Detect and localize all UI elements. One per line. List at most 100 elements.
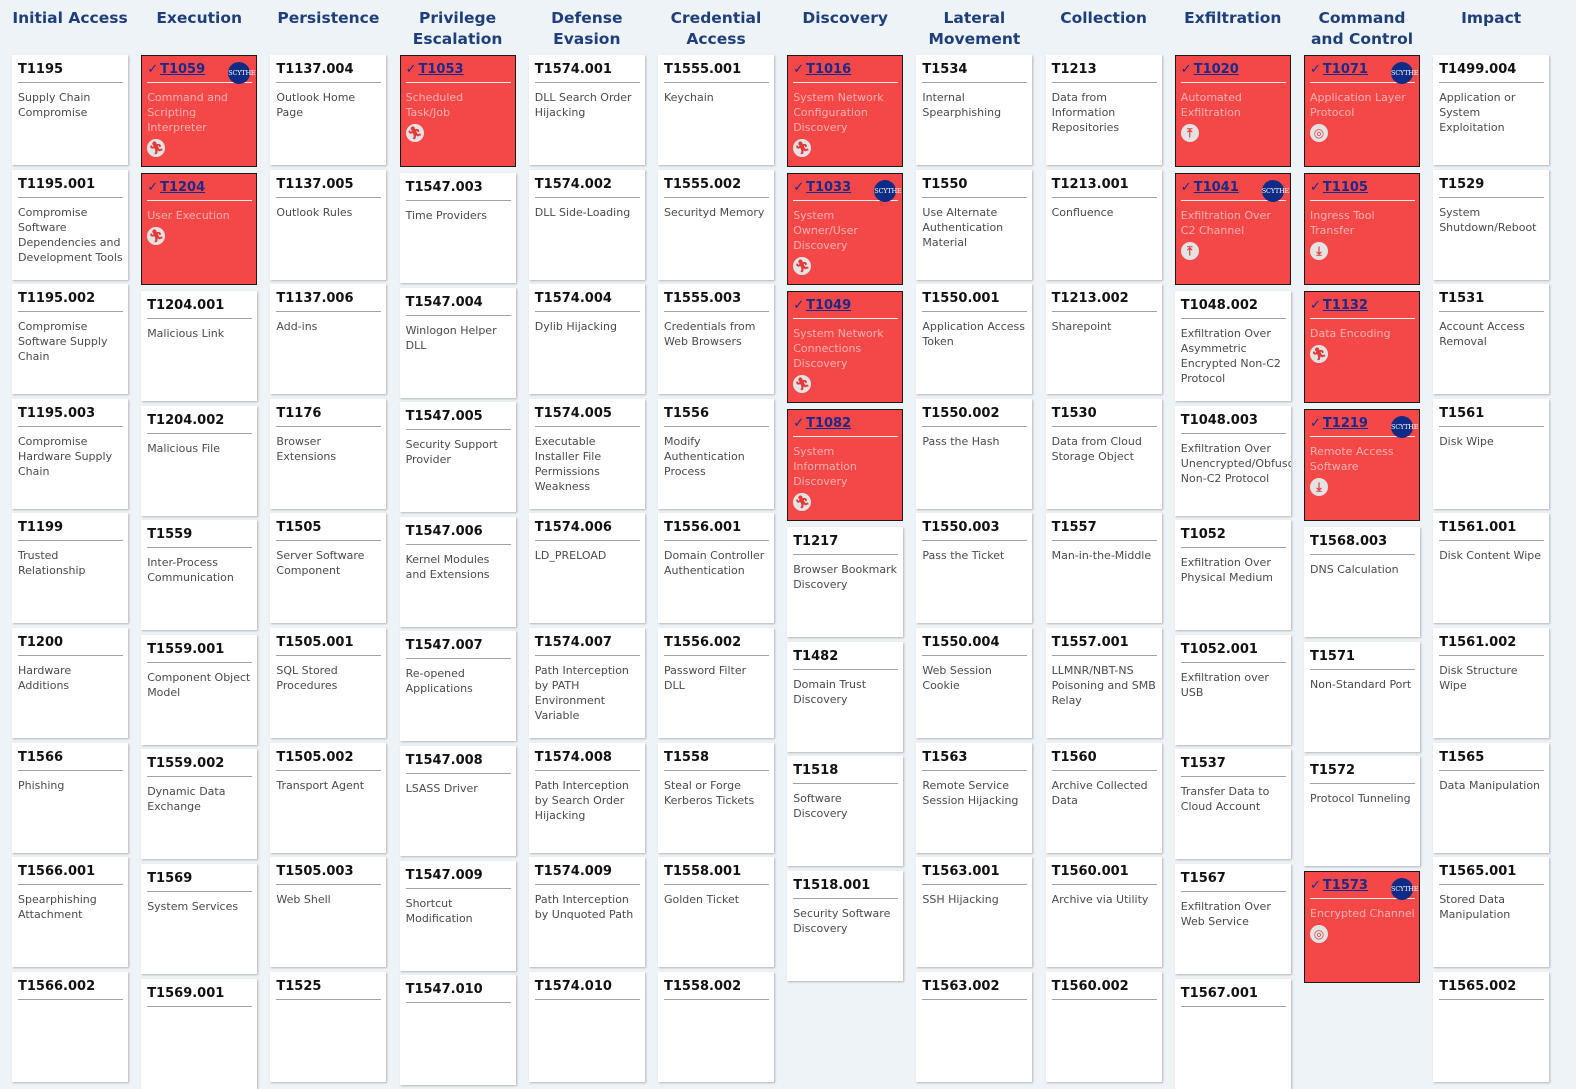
technique-card-t1555-001[interactable]: T1555.001 Keychain (658, 55, 774, 165)
technique-card-t1048-003[interactable]: T1048.003 Exfiltration Over Unencrypted/O… (1174, 405, 1291, 516)
technique-card-t1505[interactable]: T1505 Server Software Component (270, 513, 387, 624)
technique-card-t1195[interactable]: T1195 Supply Chain Compromise (12, 55, 128, 165)
technique-card-t1137-005[interactable]: T1137.005 Outlook Rules (270, 169, 387, 280)
technique-card-t1016[interactable]: ✓ T1016 System Network Configuration Disco… (787, 55, 904, 167)
technique-card-t1518[interactable]: T1518 Software Discovery (787, 756, 904, 867)
technique-card-t1574-005[interactable]: T1574.005 Executable Installer File Permi… (528, 398, 645, 509)
technique-id[interactable]: ✓ T1071 (1310, 61, 1415, 78)
technique-card-t1560-002[interactable]: T1560.002 (1045, 971, 1162, 1082)
technique-card-t1041[interactable]: ✓ T1041 Exfiltration Over C2 Channel ⤒ SCYTH… (1174, 173, 1291, 285)
technique-card-t1565-001[interactable]: T1565.001 Stored Data Manipulation (1433, 857, 1550, 968)
technique-card-t1052[interactable]: T1052 Exfiltration Over Physical Medium (1174, 520, 1291, 631)
technique-id[interactable]: ✓ T1016 (793, 61, 898, 78)
technique-card-t1518-001[interactable]: T1518.001 Security Software Discovery (787, 870, 904, 981)
technique-card-t1482[interactable]: T1482 Domain Trust Discovery (787, 641, 904, 752)
technique-card-t1537[interactable]: T1537 Transfer Data to Cloud Account (1174, 749, 1291, 860)
technique-card-t1534[interactable]: T1534 Internal Spearphishing (916, 55, 1033, 165)
technique-card-t1204-002[interactable]: T1204.002 Malicious File (141, 405, 258, 516)
technique-card-t1547-004[interactable]: T1547.004 Winlogon Helper DLL (399, 287, 516, 398)
technique-card-t1547-005[interactable]: T1547.005 Security Support Provider (399, 402, 516, 513)
technique-card-t1505-003[interactable]: T1505.003 Web Shell (270, 857, 387, 968)
technique-card-t1559-001[interactable]: T1559.001 Component Object Model (141, 634, 258, 745)
technique-card-t1574-007[interactable]: T1574.007 Path Interception by PATH Envir… (528, 628, 645, 738)
technique-card-t1555-003[interactable]: T1555.003 Credentials from Web Browsers (658, 284, 774, 395)
technique-id[interactable]: ✓ T1049 (793, 297, 898, 314)
technique-card-t1560[interactable]: T1560 Archive Collected Data (1045, 742, 1162, 853)
technique-card-t1567-001[interactable]: T1567.001 (1174, 978, 1291, 1089)
technique-card-t1574-004[interactable]: T1574.004 Dylib Hijacking (528, 284, 645, 395)
technique-card-t1571[interactable]: T1571 Non-Standard Port (1304, 641, 1420, 752)
technique-card-t1195-001[interactable]: T1195.001 Compromise Software Dependencie… (12, 169, 128, 280)
technique-card-t1556-001[interactable]: T1556.001 Domain Controller Authenticatio… (658, 513, 774, 624)
technique-card-t1082[interactable]: ✓ T1082 System Information Discovery 🏃︎ (787, 409, 904, 521)
technique-card-t1505-001[interactable]: T1505.001 SQL Stored Procedures (270, 628, 387, 738)
technique-card-t1213-002[interactable]: T1213.002 Sharepoint (1045, 284, 1162, 395)
technique-card-t1566[interactable]: T1566 Phishing (12, 742, 128, 853)
technique-id[interactable]: ✓ T1053 (406, 61, 511, 78)
technique-id[interactable]: ✓ T1033 (793, 179, 898, 196)
technique-card-t1574-009[interactable]: T1574.009 Path Interception by Unquoted P… (528, 857, 645, 968)
technique-card-t1556[interactable]: T1556 Modify Authentication Process (658, 398, 774, 509)
technique-card-t1559[interactable]: T1559 Inter-Process Communication (141, 520, 258, 631)
technique-card-t1505-002[interactable]: T1505.002 Transport Agent (270, 742, 387, 853)
technique-card-t1217[interactable]: T1217 Browser Bookmark Discovery (787, 527, 904, 637)
technique-card-t1547-008[interactable]: T1547.008 LSASS Driver (399, 746, 516, 856)
technique-card-t1550-003[interactable]: T1550.003 Pass the Ticket (916, 513, 1033, 624)
technique-card-t1547-009[interactable]: T1547.009 Shortcut Modification (399, 860, 516, 971)
technique-card-t1567[interactable]: T1567 Exfiltration Over Web Service (1174, 864, 1291, 974)
technique-id[interactable]: ✓ T1059 (147, 61, 252, 78)
technique-card-t1561-001[interactable]: T1561.001 Disk Content Wipe (1433, 513, 1550, 624)
technique-id[interactable]: ✓ T1132 (1310, 297, 1415, 314)
technique-card-t1550-004[interactable]: T1550.004 Web Session Cookie (916, 628, 1033, 738)
technique-card-t1550-002[interactable]: T1550.002 Pass the Hash (916, 398, 1033, 509)
technique-card-t1525[interactable]: T1525 (270, 971, 387, 1082)
technique-card-t1566-001[interactable]: T1566.001 Spearphishing Attachment (12, 857, 128, 968)
technique-card-t1558-001[interactable]: T1558.001 Golden Ticket (658, 857, 774, 968)
technique-card-t1053[interactable]: ✓ T1053 Scheduled Task/Job 🏃︎ (399, 55, 516, 167)
technique-card-t1052-001[interactable]: T1052.001 Exfiltration over USB (1174, 634, 1291, 745)
technique-card-t1048-002[interactable]: T1048.002 Exfiltration Over Asymmetric En… (1174, 291, 1291, 401)
technique-card-t1565-002[interactable]: T1565.002 (1433, 971, 1550, 1082)
technique-card-t1563-001[interactable]: T1563.001 SSH Hijacking (916, 857, 1033, 968)
technique-card-t1561-002[interactable]: T1561.002 Disk Structure Wipe (1433, 628, 1550, 738)
technique-card-t1204[interactable]: ✓ T1204 User Execution 🏃︎ (141, 173, 258, 285)
technique-card-t1574-006[interactable]: T1574.006 LD_PRELOAD (528, 513, 645, 624)
technique-card-t1020[interactable]: ✓ T1020 Automated Exfiltration ⤒ (1174, 55, 1291, 167)
technique-card-t1219[interactable]: ✓ T1219 Remote Access Software ⤓ SCYTHE (1304, 409, 1420, 521)
technique-id[interactable]: ✓ T1020 (1181, 61, 1286, 78)
technique-card-t1071[interactable]: ✓ T1071 Application Layer Protocol ◎ SCYTHE (1304, 55, 1420, 167)
technique-id[interactable]: ✓ T1041 (1181, 179, 1286, 196)
technique-card-t1560-001[interactable]: T1560.001 Archive via Utility (1045, 857, 1162, 968)
technique-card-t1105[interactable]: ✓ T1105 Ingress Tool Transfer ⤓ (1304, 173, 1420, 285)
technique-card-t1049[interactable]: ✓ T1049 System Network Connections Discove… (787, 291, 904, 403)
technique-card-t1531[interactable]: T1531 Account Access Removal (1433, 284, 1550, 395)
technique-card-t1558-002[interactable]: T1558.002 (658, 971, 774, 1082)
technique-card-t1574-010[interactable]: T1574.010 (528, 971, 645, 1082)
technique-card-t1547-006[interactable]: T1547.006 Kernel Modules and Extensions (399, 516, 516, 627)
technique-card-t1176[interactable]: T1176 Browser Extensions (270, 398, 387, 509)
technique-id[interactable]: ✓ T1204 (147, 179, 252, 196)
technique-id[interactable]: ✓ T1573 (1310, 877, 1415, 894)
technique-card-t1555-002[interactable]: T1555.002 Securityd Memory (658, 169, 774, 280)
technique-card-t1569[interactable]: T1569 System Services (141, 864, 258, 974)
technique-card-t1547-003[interactable]: T1547.003 Time Providers (399, 173, 516, 283)
technique-card-t1550-001[interactable]: T1550.001 Application Access Token (916, 284, 1033, 395)
technique-card-t1563[interactable]: T1563 Remote Service Session Hijacking (916, 742, 1033, 853)
technique-card-t1573[interactable]: ✓ T1573 Encrypted Channel ◎ SCYTHE (1304, 870, 1420, 983)
technique-card-t1572[interactable]: T1572 Protocol Tunneling (1304, 756, 1420, 867)
technique-card-t1574-002[interactable]: T1574.002 DLL Side-Loading (528, 169, 645, 280)
technique-card-t1137-004[interactable]: T1137.004 Outlook Home Page (270, 55, 387, 165)
technique-card-t1547-010[interactable]: T1547.010 (399, 975, 516, 1086)
technique-card-t1195-002[interactable]: T1195.002 Compromise Software Supply Chai… (12, 284, 128, 395)
technique-card-t1200[interactable]: T1200 Hardware Additions (12, 628, 128, 738)
technique-card-t1557[interactable]: T1557 Man-in-the-Middle (1045, 513, 1162, 624)
technique-card-t1574-008[interactable]: T1574.008 Path Interception by Search Ord… (528, 742, 645, 853)
technique-card-t1561[interactable]: T1561 Disk Wipe (1433, 398, 1550, 509)
technique-card-t1550[interactable]: T1550 Use Alternate Authentication Materi… (916, 169, 1033, 280)
technique-id[interactable]: ✓ T1105 (1310, 179, 1415, 196)
technique-id[interactable]: ✓ T1219 (1310, 415, 1415, 432)
technique-card-t1530[interactable]: T1530 Data from Cloud Storage Object (1045, 398, 1162, 509)
technique-card-t1195-003[interactable]: T1195.003 Compromise Hardware Supply Chai… (12, 398, 128, 509)
technique-card-t1059[interactable]: ✓ T1059 Command and Scripting Interpreter 🏃… (141, 55, 258, 167)
technique-card-t1499-004[interactable]: T1499.004 Application or System Exploitat… (1433, 55, 1550, 165)
